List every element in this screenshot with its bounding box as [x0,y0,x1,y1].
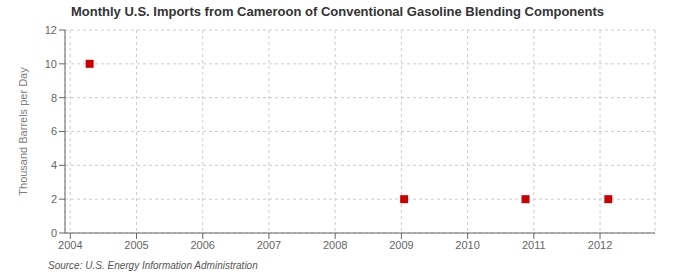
svg-text:6: 6 [51,125,57,137]
svg-text:Thousand Barrels per Day: Thousand Barrels per Day [17,67,29,196]
html-text:Source: U.S. Energy Informatio: Source: U.S. Energy Information Administ… [48,260,258,271]
svg-text:2007: 2007 [257,239,281,251]
svg-text:2008: 2008 [323,239,347,251]
svg-text:2006: 2006 [190,239,214,251]
svg-text:2012: 2012 [588,239,612,251]
html-text:Monthly U.S. Imports from Came: Monthly U.S. Imports from Cameroon of Co… [71,4,604,19]
svg-text:4: 4 [51,159,57,171]
svg-text:2011: 2011 [522,239,546,251]
svg-text:2004: 2004 [58,239,82,251]
svg-text:2: 2 [51,193,57,205]
svg-text:2005: 2005 [124,239,148,251]
svg-text:10: 10 [45,58,57,70]
svg-text:8: 8 [51,92,57,104]
svg-text:12: 12 [45,24,57,36]
svg-text:2009: 2009 [389,239,413,251]
svg-text:2010: 2010 [455,239,479,251]
svg-text:0: 0 [51,227,57,239]
